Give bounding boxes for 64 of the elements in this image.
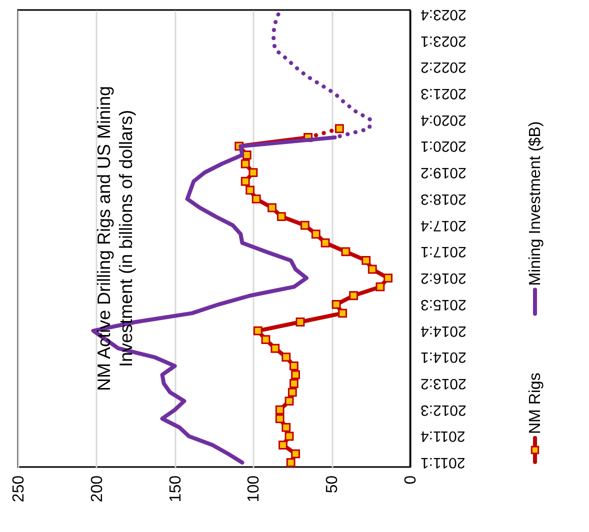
point xyxy=(384,274,393,283)
text: NM Rigs xyxy=(527,372,544,434)
point xyxy=(275,414,284,424)
point xyxy=(334,124,344,134)
point xyxy=(240,159,250,168)
point xyxy=(240,176,250,186)
y-tick-label: 2013:2 xyxy=(420,375,466,392)
text: Mining Investment ($B) xyxy=(527,121,544,286)
point xyxy=(268,203,276,212)
y-tick-label: 2017:4 xyxy=(420,216,466,234)
y-tick-label: 2011:4 xyxy=(420,428,466,445)
point xyxy=(276,212,286,221)
point xyxy=(290,361,298,370)
x-tick-label: 0 xyxy=(402,475,420,484)
point xyxy=(248,168,258,178)
point xyxy=(376,282,385,292)
point xyxy=(291,449,300,458)
point xyxy=(242,150,252,160)
y-tick-label: 2014:1 xyxy=(420,348,466,366)
y-tick-label: 2018:3 xyxy=(420,190,466,208)
y-tick-label: 2021:3 xyxy=(420,84,466,102)
point xyxy=(349,291,358,300)
x-tick-label: 200 xyxy=(88,475,106,502)
x-tick-label: 50 xyxy=(324,475,342,494)
point xyxy=(270,344,280,353)
y-tick-label: 2011:1 xyxy=(420,454,466,472)
x-tick-label: 100 xyxy=(246,475,263,502)
point xyxy=(282,352,291,362)
y-tick-label: 2023:1 xyxy=(420,32,466,50)
point xyxy=(368,264,377,274)
point xyxy=(290,379,298,388)
text: NM Active Drilling Rigs and US Mining Investment (in billions of dollars) xyxy=(94,86,136,392)
y-tick-label: 2012:3 xyxy=(420,401,466,418)
point xyxy=(284,396,294,406)
y-tick-label: 2015:3 xyxy=(420,296,466,313)
point xyxy=(252,194,261,204)
y-tick-label: 2019:2 xyxy=(420,164,466,182)
x-tick-label: 250 xyxy=(10,475,28,502)
point xyxy=(288,388,297,397)
point xyxy=(282,422,291,432)
point xyxy=(320,238,330,248)
y-tick-label: 2022:2 xyxy=(420,58,466,76)
point xyxy=(261,335,270,344)
point xyxy=(246,186,255,195)
point xyxy=(362,256,371,265)
y-tick-label: 2020:1 xyxy=(420,138,466,155)
point xyxy=(332,300,341,309)
y-tick-label: 2014:4 xyxy=(420,322,466,340)
point xyxy=(338,308,348,318)
y-tick-label: 2017:1 xyxy=(420,243,466,260)
point xyxy=(284,432,294,441)
point xyxy=(341,247,350,256)
point xyxy=(300,220,310,230)
y-tick-label: 2016:2 xyxy=(420,270,466,287)
y-tick-label: 2023:4 xyxy=(420,6,466,23)
y-tick-label: 2020:4 xyxy=(420,111,466,128)
point xyxy=(296,318,305,326)
x-tick-label: 150 xyxy=(167,475,184,502)
point xyxy=(286,458,296,468)
point xyxy=(275,405,284,414)
point xyxy=(278,440,288,450)
point xyxy=(311,230,320,239)
point xyxy=(291,370,300,380)
point xyxy=(253,326,262,336)
